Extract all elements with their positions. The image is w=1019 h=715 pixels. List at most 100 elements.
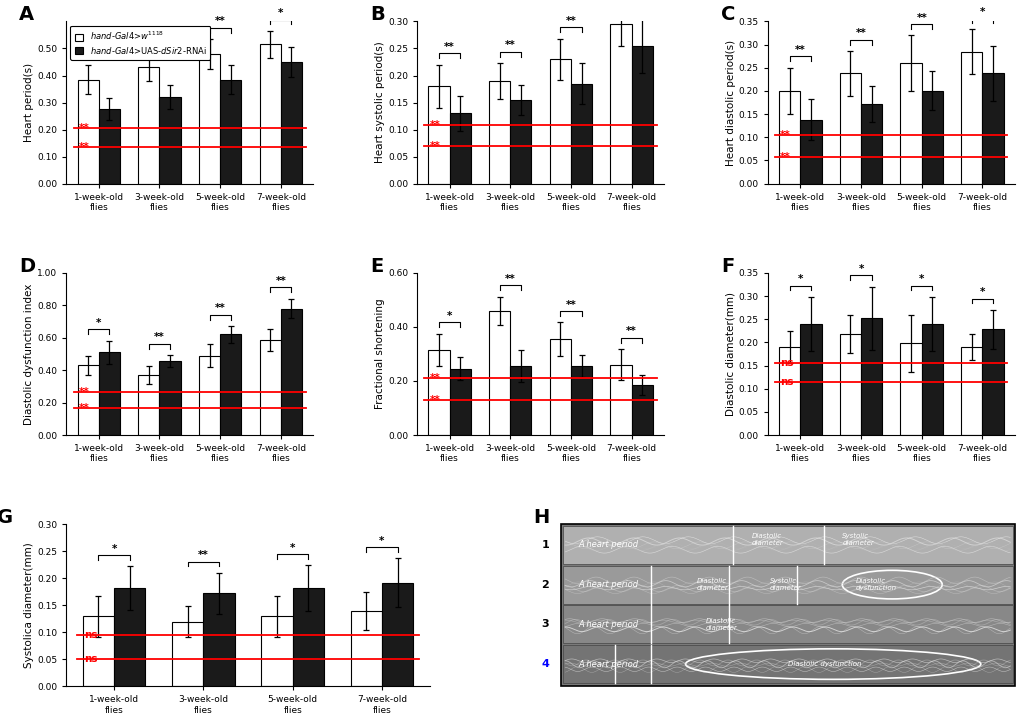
Text: **: ** [154,332,165,342]
Text: **: ** [275,276,286,286]
Text: *: * [858,264,863,274]
Text: 2: 2 [541,580,548,590]
FancyBboxPatch shape [562,645,1012,683]
Text: **: ** [429,141,440,151]
Bar [77,365,99,435]
Y-axis label: Diastolic dysfunction index: Diastolic dysfunction index [24,283,35,425]
Bar [609,365,631,435]
Text: **: ** [504,41,516,51]
Text: **: ** [626,327,637,337]
Text: *: * [289,543,296,553]
FancyBboxPatch shape [560,524,1014,686]
Text: *: * [918,275,923,285]
FancyBboxPatch shape [562,526,1012,564]
Text: **: ** [429,120,440,130]
Bar [99,109,120,184]
Text: B: B [370,5,384,24]
Bar [860,104,881,184]
Text: A heart period: A heart period [578,541,638,549]
Text: ns: ns [85,654,98,664]
Text: ns: ns [85,630,98,640]
Bar [631,385,652,435]
Text: D: D [19,257,36,275]
Text: Diastolic
dysfunction: Diastolic dysfunction [855,578,896,591]
Bar [549,339,571,435]
Text: **: ** [429,395,440,405]
Bar [261,616,292,686]
Text: Diastolic dysfunction: Diastolic dysfunction [787,661,860,667]
Text: Systolic
diameter: Systolic diameter [768,578,801,591]
Bar [260,340,280,435]
Bar [99,352,120,435]
Y-axis label: Systolica diameter(mm): Systolica diameter(mm) [24,543,35,669]
Bar [172,621,203,686]
Text: **: ** [78,403,90,413]
Bar [960,51,981,184]
Bar [351,611,381,686]
Text: A heart period: A heart period [578,580,638,589]
Text: **: ** [215,16,225,26]
Bar [609,24,631,184]
Text: *: * [96,318,101,328]
Text: *: * [797,275,802,285]
Y-axis label: Diastolic diameter(mm): Diastolic diameter(mm) [726,292,736,416]
FancyBboxPatch shape [562,566,1012,603]
Bar [510,100,531,184]
Text: F: F [720,257,734,275]
Text: H: H [533,508,549,527]
FancyBboxPatch shape [562,606,1012,644]
Bar [381,583,413,686]
Bar [292,588,324,686]
Text: **: ** [915,13,926,23]
Bar [260,44,280,184]
Text: ns: ns [780,358,793,368]
Bar [428,350,449,435]
Text: **: ** [504,274,516,284]
Text: Diastolic
diameter: Diastolic diameter [696,578,728,591]
Bar [860,318,881,435]
Text: *: * [379,536,384,546]
Y-axis label: Heart diastolic period(s): Heart diastolic period(s) [726,39,736,166]
Text: **: ** [429,373,440,383]
Text: **: ** [215,303,225,313]
Text: **: ** [565,300,576,310]
Bar [77,79,99,184]
Bar [199,54,220,184]
Text: *: * [979,6,984,16]
Bar [839,334,860,435]
Bar [203,593,234,686]
Y-axis label: Heart systolic period(s): Heart systolic period(s) [375,41,385,164]
Bar [981,330,1003,435]
Text: A: A [19,5,35,24]
Bar [159,97,180,184]
Text: 1: 1 [541,540,548,550]
Text: 3: 3 [541,619,548,629]
Bar [800,324,820,435]
Bar [449,114,471,184]
Text: **: ** [94,42,104,52]
Bar [960,347,981,435]
Text: Systolic
diameter: Systolic diameter [842,533,873,546]
Bar [488,81,510,184]
Bar [779,91,800,184]
Text: **: ** [78,123,90,133]
Text: **: ** [198,551,209,561]
Text: Diastolic
diameter: Diastolic diameter [751,533,783,546]
Y-axis label: Fractional shortening: Fractional shortening [375,299,385,409]
Bar [779,347,800,435]
Bar [114,588,145,686]
Bar [571,366,592,435]
Bar [921,91,942,184]
Text: **: ** [154,31,165,41]
Bar [280,308,302,435]
Bar [83,616,114,686]
Text: C: C [720,5,735,24]
Text: **: ** [78,142,90,152]
Bar [449,369,471,435]
Text: *: * [446,311,451,321]
Text: **: ** [443,42,454,52]
Text: *: * [278,9,283,19]
Bar [220,335,242,435]
Text: **: ** [855,29,865,39]
Bar [921,324,942,435]
